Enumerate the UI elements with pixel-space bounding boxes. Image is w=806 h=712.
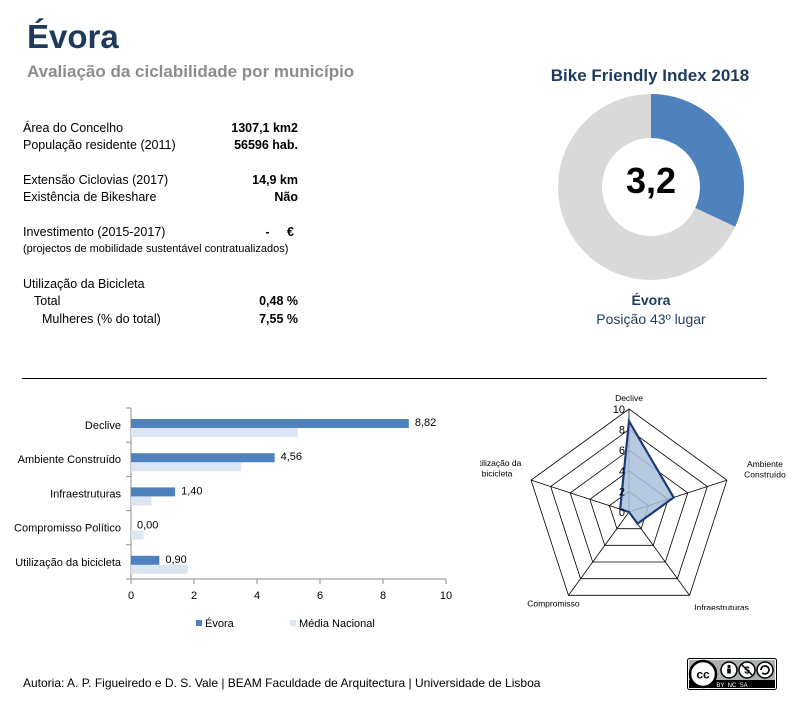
bar-evora [131,555,160,565]
bar-evora [131,453,275,463]
radar-grid-ring [550,429,708,580]
bar-category-label: Ambiente Construído [18,454,121,466]
radar-axis-label-line: Declive [615,393,643,403]
page-title: Évora [27,18,119,55]
radar-data-area [619,417,676,526]
stat-label-investment: Investimento (2015-2017) [23,225,166,239]
bar-evora [131,419,409,428]
svg-text:cc: cc [696,668,710,682]
stat-label-women: Mulheres (% do total) [42,312,161,326]
radar-axis-label-line: Infraestruturas [694,602,749,610]
stat-value-population: 56596 hab. [234,138,298,152]
radar-grid-ring [530,408,728,596]
radar-axis-label-line: Utilização da [480,458,522,468]
stat-value-women: 7,55 % [259,312,298,326]
legend-label-evora: Évora [205,617,235,630]
stat-label-cycleways: Extensão Ciclovias (2017) [23,173,169,187]
cc-icon [688,659,718,689]
radar-grid-ring [569,449,689,563]
stat-value-bikeshare: Não [274,190,298,204]
radar-tick-label: 0 [619,507,625,519]
bar-data-label: 0,00 [137,520,158,532]
radar-axis-label: Infraestruturas [694,602,749,610]
radar-tick-label: 4 [619,466,625,478]
radar-axis-label: Declive [615,393,643,403]
radar-axis-label-line: Compromisso [527,598,580,608]
stat-label-population: População residente (2011) [23,138,176,152]
cc-license-badge[interactable]: cc $ BY NC SA [687,658,777,690]
radar-axis-label-line: Político [540,609,568,610]
radar-spoke [628,511,690,596]
bar-x-tick-label: 8 [380,590,386,602]
radar-spoke [530,479,630,513]
bar-evora [131,487,176,497]
radar-spoke [568,511,630,596]
donut-index-segment [651,94,744,227]
cc-badge-text: BY NC SA [716,683,747,689]
bar-data-label: 1,40 [181,485,202,497]
sa-icon [756,661,774,679]
stat-value-investment: - € [265,225,294,239]
bar-chart: Declive 8,82 Ambiente Construído 4,56 Infrae… [14,407,452,630]
bar-data-label: 0,90 [165,554,186,566]
bar-category-label: Utilização da bicicleta [15,557,122,569]
city-name: Évora [631,292,671,308]
radar-tick-label: 8 [619,425,625,437]
bar-data-label: 4,56 [281,451,302,463]
bar-national [131,428,298,437]
radar-tick-label: 6 [619,445,625,457]
bar-national [131,496,152,506]
legend-swatch-national [290,620,296,626]
donut-center-value: 3,2 [625,160,677,201]
bar-national [131,530,144,540]
bar-x-tick-label: 0 [128,590,134,602]
legend-label-national: Média Nacional [299,618,375,630]
radar-axis-label-line: bicicleta [482,469,513,479]
stat-label-bikeshare: Existência de Bikeshare [23,190,157,204]
stat-label-total: Total [34,294,61,308]
bar-category-label: Compromisso Político [14,523,121,535]
stat-value-area: 1307,1 km2 [231,121,298,135]
radar-tick-label: 10 [613,404,625,416]
bar-category-label: Infraestruturas [50,488,121,500]
bar-x-tick-label: 10 [440,590,452,602]
stat-label-bike-usage: Utilização da Bicicleta [23,277,145,291]
radar-axis-label-line: Ambiente [747,459,783,469]
radar-axis-label: Ambiente Construído [744,459,786,480]
bar-data-label: 8,82 [415,417,436,429]
bike-index-title: Bike Friendly Index 2018 [550,66,750,85]
section-divider [22,378,767,379]
radar-tick-label: 2 [619,486,625,498]
footer-credit: Autoria: A. P. Figueiredo e D. S. Vale |… [23,676,541,690]
bar-x-tick-label: 2 [191,590,197,602]
stat-note-investment: (projectos de mobilidade sustentável con… [23,243,289,255]
radar-axis-label-line: Construído [744,470,786,480]
stat-label-area: Área do Concelho [23,121,124,135]
stat-value-cycleways: 14,9 km [252,173,298,187]
bar-national [131,564,188,574]
page-subtitle: Avaliação da ciclabilidade por município [27,62,355,81]
bar-x-tick-label: 6 [317,590,323,602]
bar-category-label: Declive [85,420,121,432]
stat-value-total: 0,48 % [259,294,298,308]
city-rank: Posição 43º lugar [596,311,706,327]
bar-national [131,462,242,472]
donut-chart [558,94,744,280]
legend-swatch-evora [196,620,202,626]
bar-x-tick-label: 4 [254,590,260,602]
